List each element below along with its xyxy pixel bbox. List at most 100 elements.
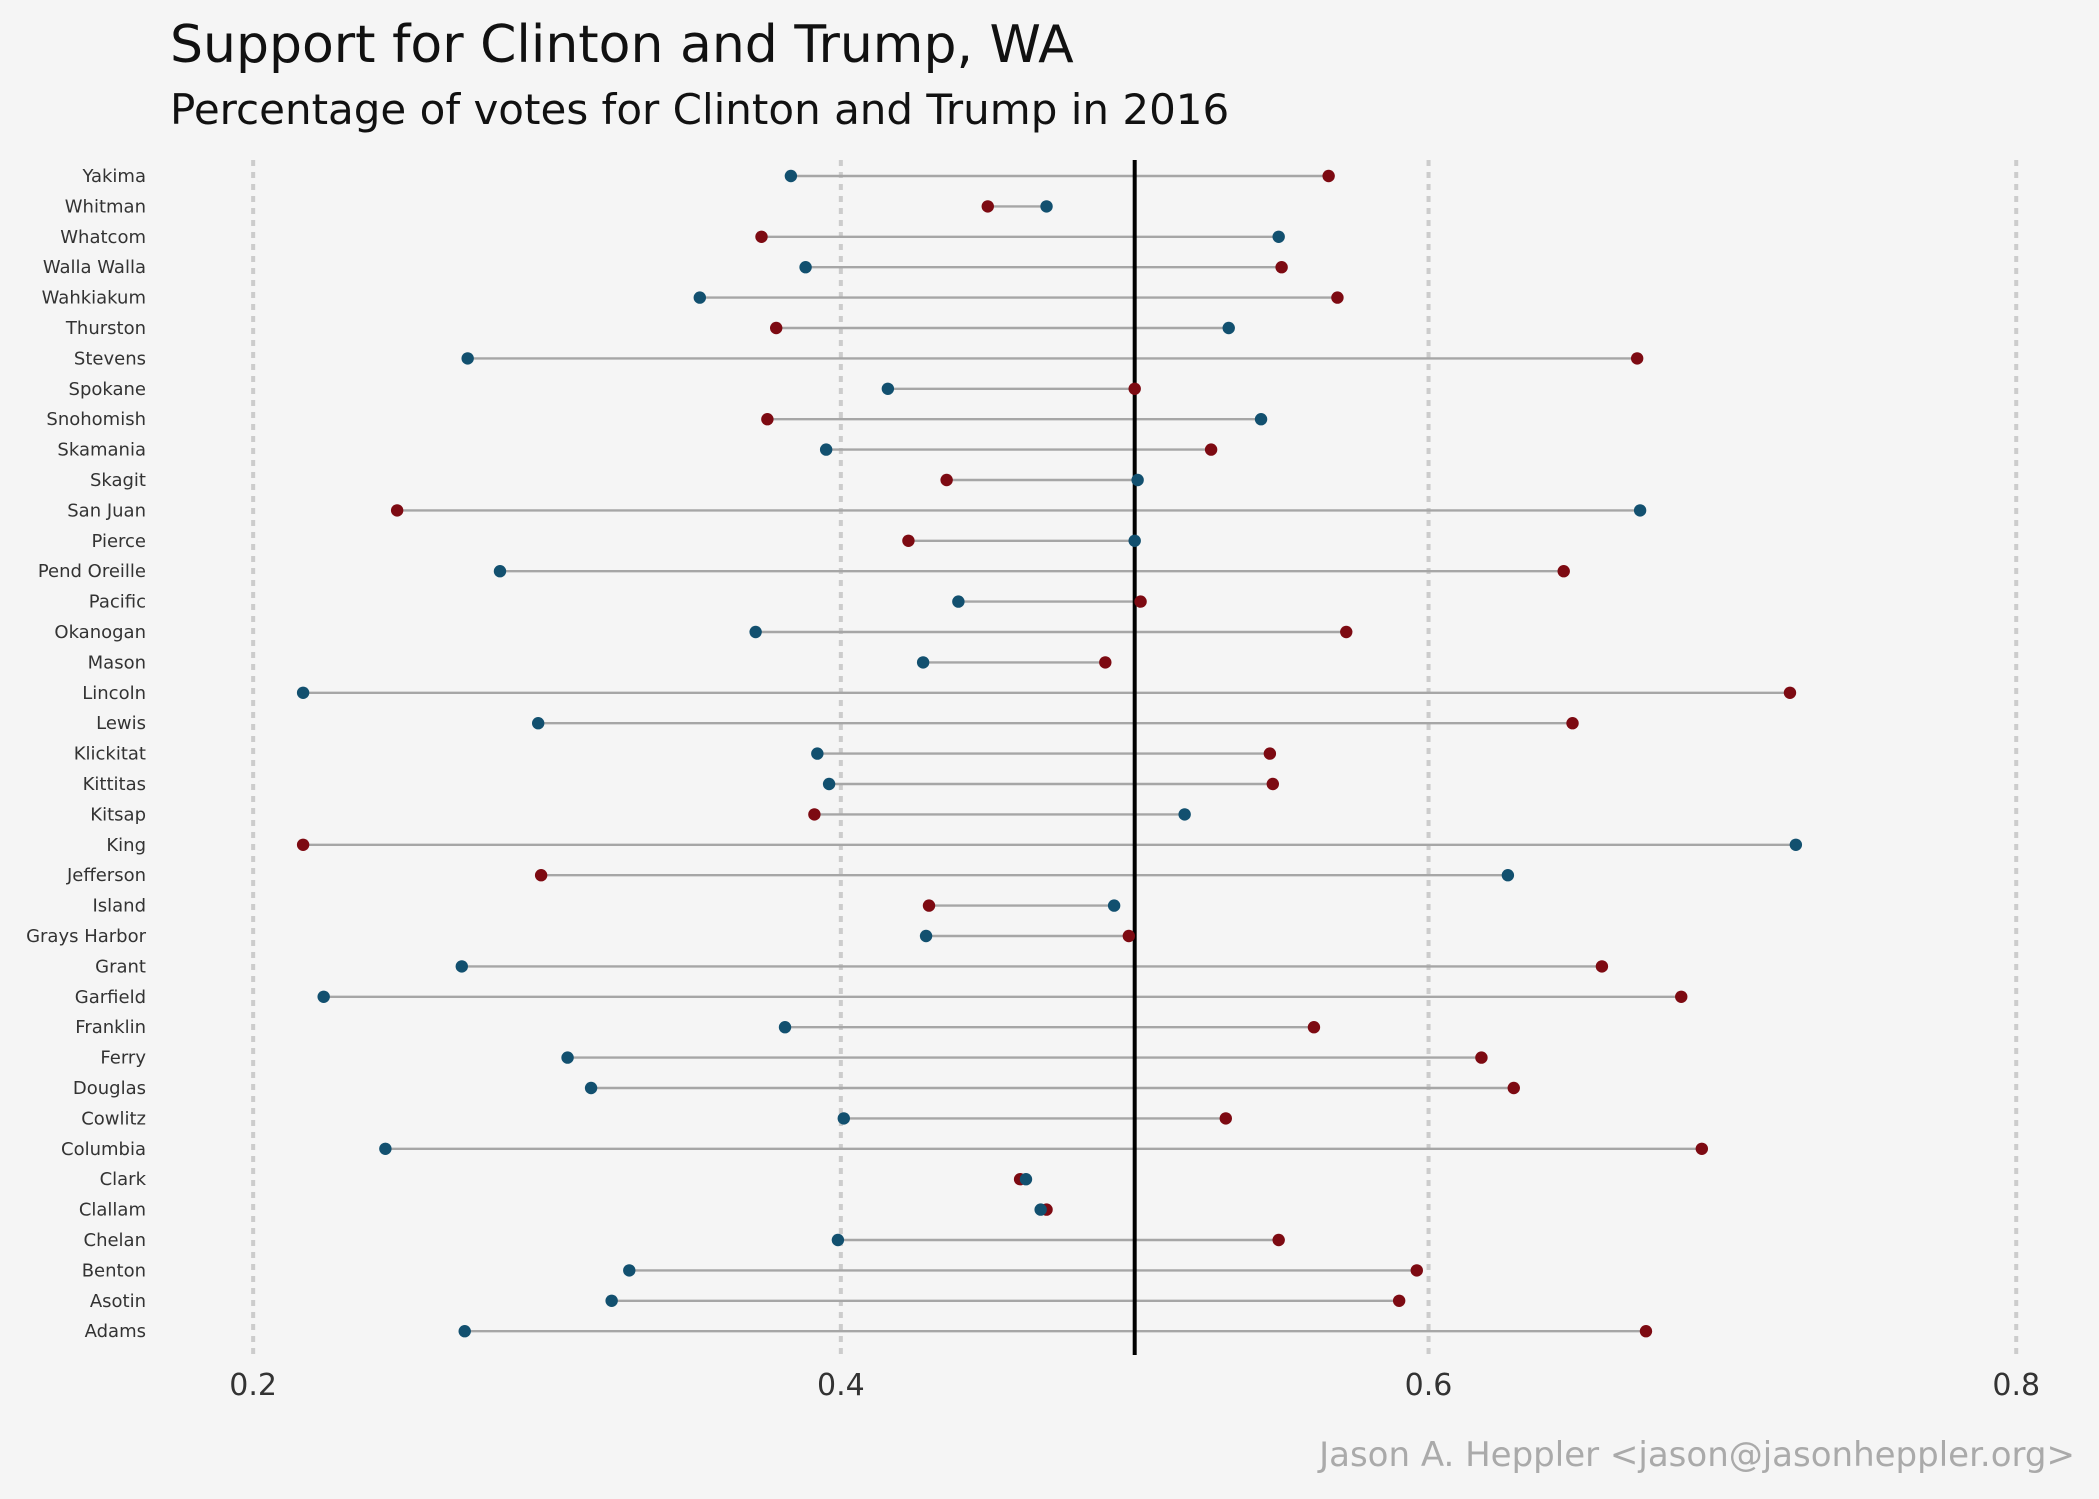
- x-tick-label: 0.2: [229, 1368, 277, 1403]
- county-label: Klickitat: [74, 744, 146, 765]
- clinton-point-mason: [916, 656, 930, 669]
- clinton-point-adams: [458, 1325, 471, 1338]
- county-label: Grays Harbor: [26, 926, 147, 947]
- trump-point-cowlitz: [1219, 1112, 1232, 1125]
- county-label: Grant: [95, 956, 146, 977]
- county-label: Clark: [100, 1169, 147, 1190]
- county-label: Whitman: [65, 196, 146, 217]
- connector-segments: [303, 174, 1796, 1333]
- clinton-point-whitman: [1040, 200, 1053, 213]
- trump-point-wahkiakum: [1331, 291, 1344, 304]
- county-label: Benton: [82, 1260, 146, 1281]
- county-label: Spokane: [69, 379, 146, 400]
- trump-point-asotin: [1392, 1294, 1406, 1308]
- clinton-point-island: [1107, 899, 1121, 912]
- county-label: Snohomish: [46, 409, 146, 430]
- clinton-point-pacific: [952, 595, 965, 608]
- clinton-point-okanogan: [749, 625, 762, 639]
- trump-point-stevens: [1630, 352, 1644, 365]
- trump-point-island: [922, 899, 936, 912]
- county-label: Franklin: [75, 1017, 146, 1038]
- trump-point-kitsap: [808, 808, 821, 821]
- trump-point-skamania: [1204, 443, 1218, 456]
- county-label: Pend Oreille: [38, 561, 146, 582]
- clinton-point-lincoln: [296, 686, 310, 699]
- trump-point-walla-walla: [1275, 261, 1288, 274]
- trump-point-kittitas: [1266, 777, 1280, 791]
- trump-point-benton: [1410, 1264, 1423, 1277]
- trump-point-lewis: [1566, 717, 1579, 730]
- county-label: Island: [92, 896, 146, 917]
- county-label: Clallam: [79, 1200, 146, 1221]
- trump-point-ferry: [1475, 1051, 1488, 1064]
- clinton-point-thurston: [1222, 321, 1235, 335]
- clinton-point-klickitat: [811, 747, 824, 760]
- trump-point-chelan: [1272, 1233, 1285, 1247]
- clinton-point-cowlitz: [837, 1112, 850, 1125]
- chart-caption: Jason A. Heppler <jason@jasonheppler.org…: [1317, 1435, 2075, 1475]
- clinton-point-kitsap: [1178, 808, 1191, 821]
- x-tick-label: 0.6: [1405, 1368, 1453, 1403]
- trump-point-snohomish: [761, 413, 774, 426]
- clinton-point-jefferson: [1501, 869, 1515, 882]
- county-label: Jefferson: [66, 865, 146, 886]
- county-label: Columbia: [61, 1139, 146, 1160]
- trump-point-san-juan: [390, 504, 404, 517]
- county-label: Thurston: [65, 318, 146, 339]
- trump-point-yakima: [1322, 169, 1335, 183]
- trump-point-okanogan: [1340, 625, 1353, 639]
- clinton-point-san-juan: [1633, 504, 1647, 517]
- clinton-point-clark: [1019, 1173, 1033, 1186]
- clinton-point-kittitas: [822, 777, 836, 791]
- clinton-point-chelan: [831, 1233, 845, 1247]
- county-label: Lincoln: [82, 683, 146, 704]
- trump-point-grant: [1595, 960, 1609, 973]
- clinton-point-clallam: [1034, 1203, 1047, 1216]
- clinton-point-yakima: [784, 169, 798, 183]
- trump-point-grays-harbor: [1122, 929, 1136, 943]
- county-label: Douglas: [73, 1078, 146, 1099]
- trump-point-columbia: [1695, 1142, 1709, 1156]
- trump-point-king: [296, 838, 310, 851]
- trump-point-klickitat: [1263, 747, 1277, 760]
- clinton-point-ferry: [561, 1051, 574, 1064]
- trump-point-jefferson: [534, 869, 548, 882]
- county-label: Okanogan: [54, 622, 146, 643]
- clinton-point-pend-oreille: [493, 565, 507, 578]
- trump-point-spokane: [1128, 382, 1141, 395]
- clinton-point-asotin: [605, 1294, 618, 1308]
- county-label: King: [106, 835, 146, 856]
- clinton-point-whatcom: [1272, 230, 1285, 243]
- clinton-point-grant: [455, 960, 468, 973]
- clinton-point-wahkiakum: [693, 291, 706, 304]
- trump-point-adams: [1639, 1325, 1653, 1338]
- county-label: Pierce: [91, 531, 146, 552]
- county-label: Adams: [85, 1321, 146, 1342]
- county-label: Garfield: [75, 987, 146, 1008]
- county-label: Whatcom: [60, 227, 146, 248]
- trump-point-douglas: [1507, 1081, 1520, 1095]
- clinton-point-stevens: [461, 352, 474, 365]
- county-label: Asotin: [90, 1291, 146, 1312]
- trump-point-whitman: [981, 200, 994, 213]
- clinton-point-skagit: [1131, 473, 1144, 487]
- clinton-point-spokane: [881, 382, 895, 395]
- clinton-point-pierce: [1128, 534, 1141, 547]
- data-points: [296, 169, 1803, 1338]
- clinton-point-benton: [623, 1264, 636, 1277]
- x-axis-ticks: 0.2 0.4 0.6 0.8: [229, 1368, 2040, 1403]
- county-label: Kitsap: [90, 804, 146, 825]
- county-label: Stevens: [74, 348, 146, 369]
- clinton-point-skamania: [819, 443, 833, 456]
- clinton-point-walla-walla: [799, 261, 812, 274]
- clinton-point-columbia: [379, 1142, 392, 1156]
- county-label: Walla Walla: [43, 257, 146, 278]
- county-label: Yakima: [81, 166, 146, 187]
- clinton-point-douglas: [584, 1081, 598, 1095]
- trump-point-garfield: [1675, 990, 1688, 1003]
- county-label: Lewis: [96, 713, 146, 734]
- clinton-point-garfield: [317, 990, 330, 1003]
- x-tick-label: 0.8: [1992, 1368, 2040, 1403]
